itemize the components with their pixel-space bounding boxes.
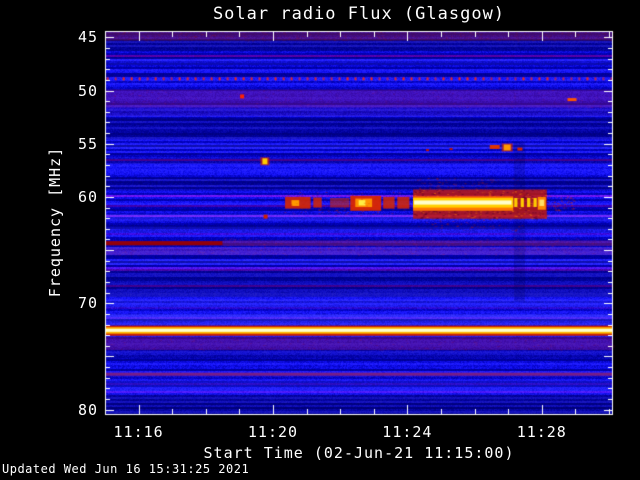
y-tick-label-70: 70 <box>77 294 98 313</box>
y-tick-label-80: 80 <box>77 400 98 419</box>
y-tick-label-55: 55 <box>77 134 98 153</box>
x-tick-label-11:24: 11:24 <box>382 423 433 441</box>
x-tick-label-11:28: 11:28 <box>516 423 567 441</box>
x-tick-label-11:20: 11:20 <box>247 423 299 441</box>
y-tick-label-50: 50 <box>77 81 98 100</box>
x-tick-label-11:16: 11:16 <box>113 423 164 441</box>
x-axis-title: Start Time (02-Jun-21 11:15:00) <box>203 444 515 462</box>
y-tick-label-60: 60 <box>77 187 98 206</box>
chart-title: Solar radio Flux (Glasgow) <box>212 4 506 24</box>
y-axis-title: Frequency [MHz] <box>46 146 64 298</box>
updated-timestamp: Updated Wed Jun 16 15:31:25 2021 <box>2 462 250 476</box>
y-tick-label-45: 45 <box>77 28 98 47</box>
